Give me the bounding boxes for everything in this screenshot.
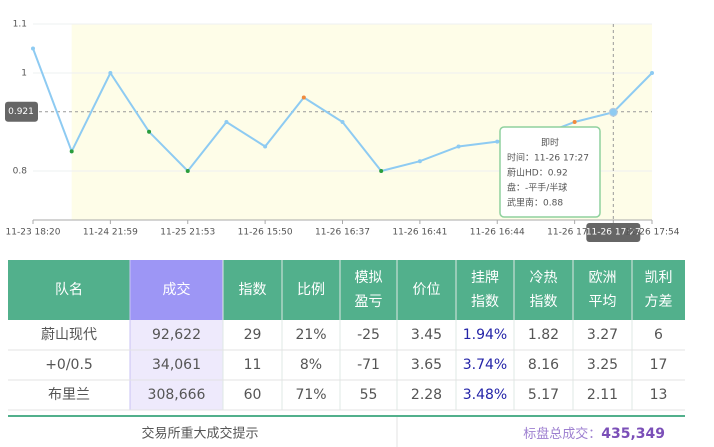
point [108,71,113,75]
table-cell: 13 [650,387,668,403]
footer-total: 标盘总成交：435,349 [523,426,665,443]
pointer-x-box [586,223,641,242]
table-cell: 1.94% [463,327,507,343]
table-cell: 蔚山现代 [41,327,97,343]
point [31,46,35,51]
y-tick-label: 1 [21,69,27,79]
x-tick-label: 11-26 16:37 [315,228,370,238]
tooltip-line: 时间：11-26 17:27 [507,152,589,164]
table-cell: 8% [300,357,322,373]
x-tick-label: 11-26 17:18 [547,228,602,238]
tooltip-line: 蔚山HD：0.92 [507,167,568,179]
table-header: 挂牌 [471,269,499,286]
table-cell: 2.11 [587,387,618,403]
table-header: 指数 [471,294,499,310]
footer-total-label: 标盘总成交： [523,426,601,442]
table-header: 平均 [589,294,617,310]
table-cell: 11 [244,357,262,373]
point [608,107,618,117]
tooltip-line: 武里南：0.88 [507,197,563,209]
table-cell: +0/0.5 [45,357,93,373]
point [69,149,74,154]
table-cell: 71% [295,387,326,403]
table-header: 模拟 [355,270,383,286]
footer-total-value: 435,349 [601,426,665,442]
pointer-y-box [5,101,38,122]
table-cell: 17 [650,357,668,373]
pointer-x-label: 11-26 17:27 [586,228,641,238]
x-tick-label: 11-24 21:59 [83,228,138,238]
x-tick-label: 11-26 17:54 [625,228,680,238]
point [147,129,152,134]
table-cell: 3.48% [463,387,507,403]
table-header: 方差 [645,294,673,310]
table-cell: 2.28 [411,387,442,403]
point [495,139,500,144]
table-cell: 60 [244,387,262,403]
point [417,159,422,164]
table-cell: 6 [654,327,663,343]
table-cell: 布里兰 [48,387,90,403]
table-cell: 8.16 [528,357,559,373]
x-tick-label: 11-26 15:50 [238,228,293,238]
pointer-y-label: 0.921 [8,107,34,117]
x-tick-label: 11-26 16:41 [392,228,447,238]
table-header: 冷热 [530,270,558,286]
table-cell: 29 [244,327,262,343]
table-cell: 92,622 [152,327,201,343]
table-cell: 5.17 [528,387,559,403]
table-header: 比例 [297,282,325,298]
point [572,120,577,124]
table-header: 欧洲 [589,270,617,286]
table-header: 盈亏 [355,294,383,310]
point [224,120,229,124]
volume-header-bg [130,260,223,320]
x-tick-label: 11-25 21:53 [160,228,215,238]
point [185,169,190,173]
table-header: 队名 [55,282,83,298]
point [456,144,461,149]
table-cell: -71 [357,357,380,373]
table-header-bg [8,260,685,320]
table-cell: -25 [357,327,380,343]
point [379,169,384,173]
point [340,120,345,124]
table-cell: 308,666 [148,387,206,403]
x-tick-label: 11-23 18:20 [6,228,61,238]
table-cell: 3.27 [587,327,618,343]
table-cell: 21% [295,327,326,343]
table-cell: 55 [360,387,378,403]
point [301,95,306,100]
table-header: 价位 [413,282,441,298]
table-header: 指数 [239,282,267,298]
table-cell: 3.65 [411,357,442,373]
y-tick-label: 0.8 [13,167,28,177]
point [650,71,654,75]
table-cell: 3.45 [411,327,442,343]
footer-left: 交易所重大成交提示 [141,426,258,442]
volume-col-bg [130,320,223,410]
table-header: 成交 [163,281,191,298]
table-header: 凯利 [645,270,673,286]
table-header: 指数 [530,294,558,310]
table-cell: 3.74% [463,357,507,373]
tooltip-line: 即时 [541,137,559,149]
tooltip-box [499,126,601,218]
table-cell: 34,061 [152,357,201,373]
table-cell: 3.25 [587,357,618,373]
y-tick-label: 1.1 [13,20,27,30]
tooltip-line: 盘：-平手/半球 [507,182,567,194]
x-tick-label: 11-26 16:44 [470,228,525,238]
table-cell: 1.82 [528,327,559,343]
point [263,144,268,149]
